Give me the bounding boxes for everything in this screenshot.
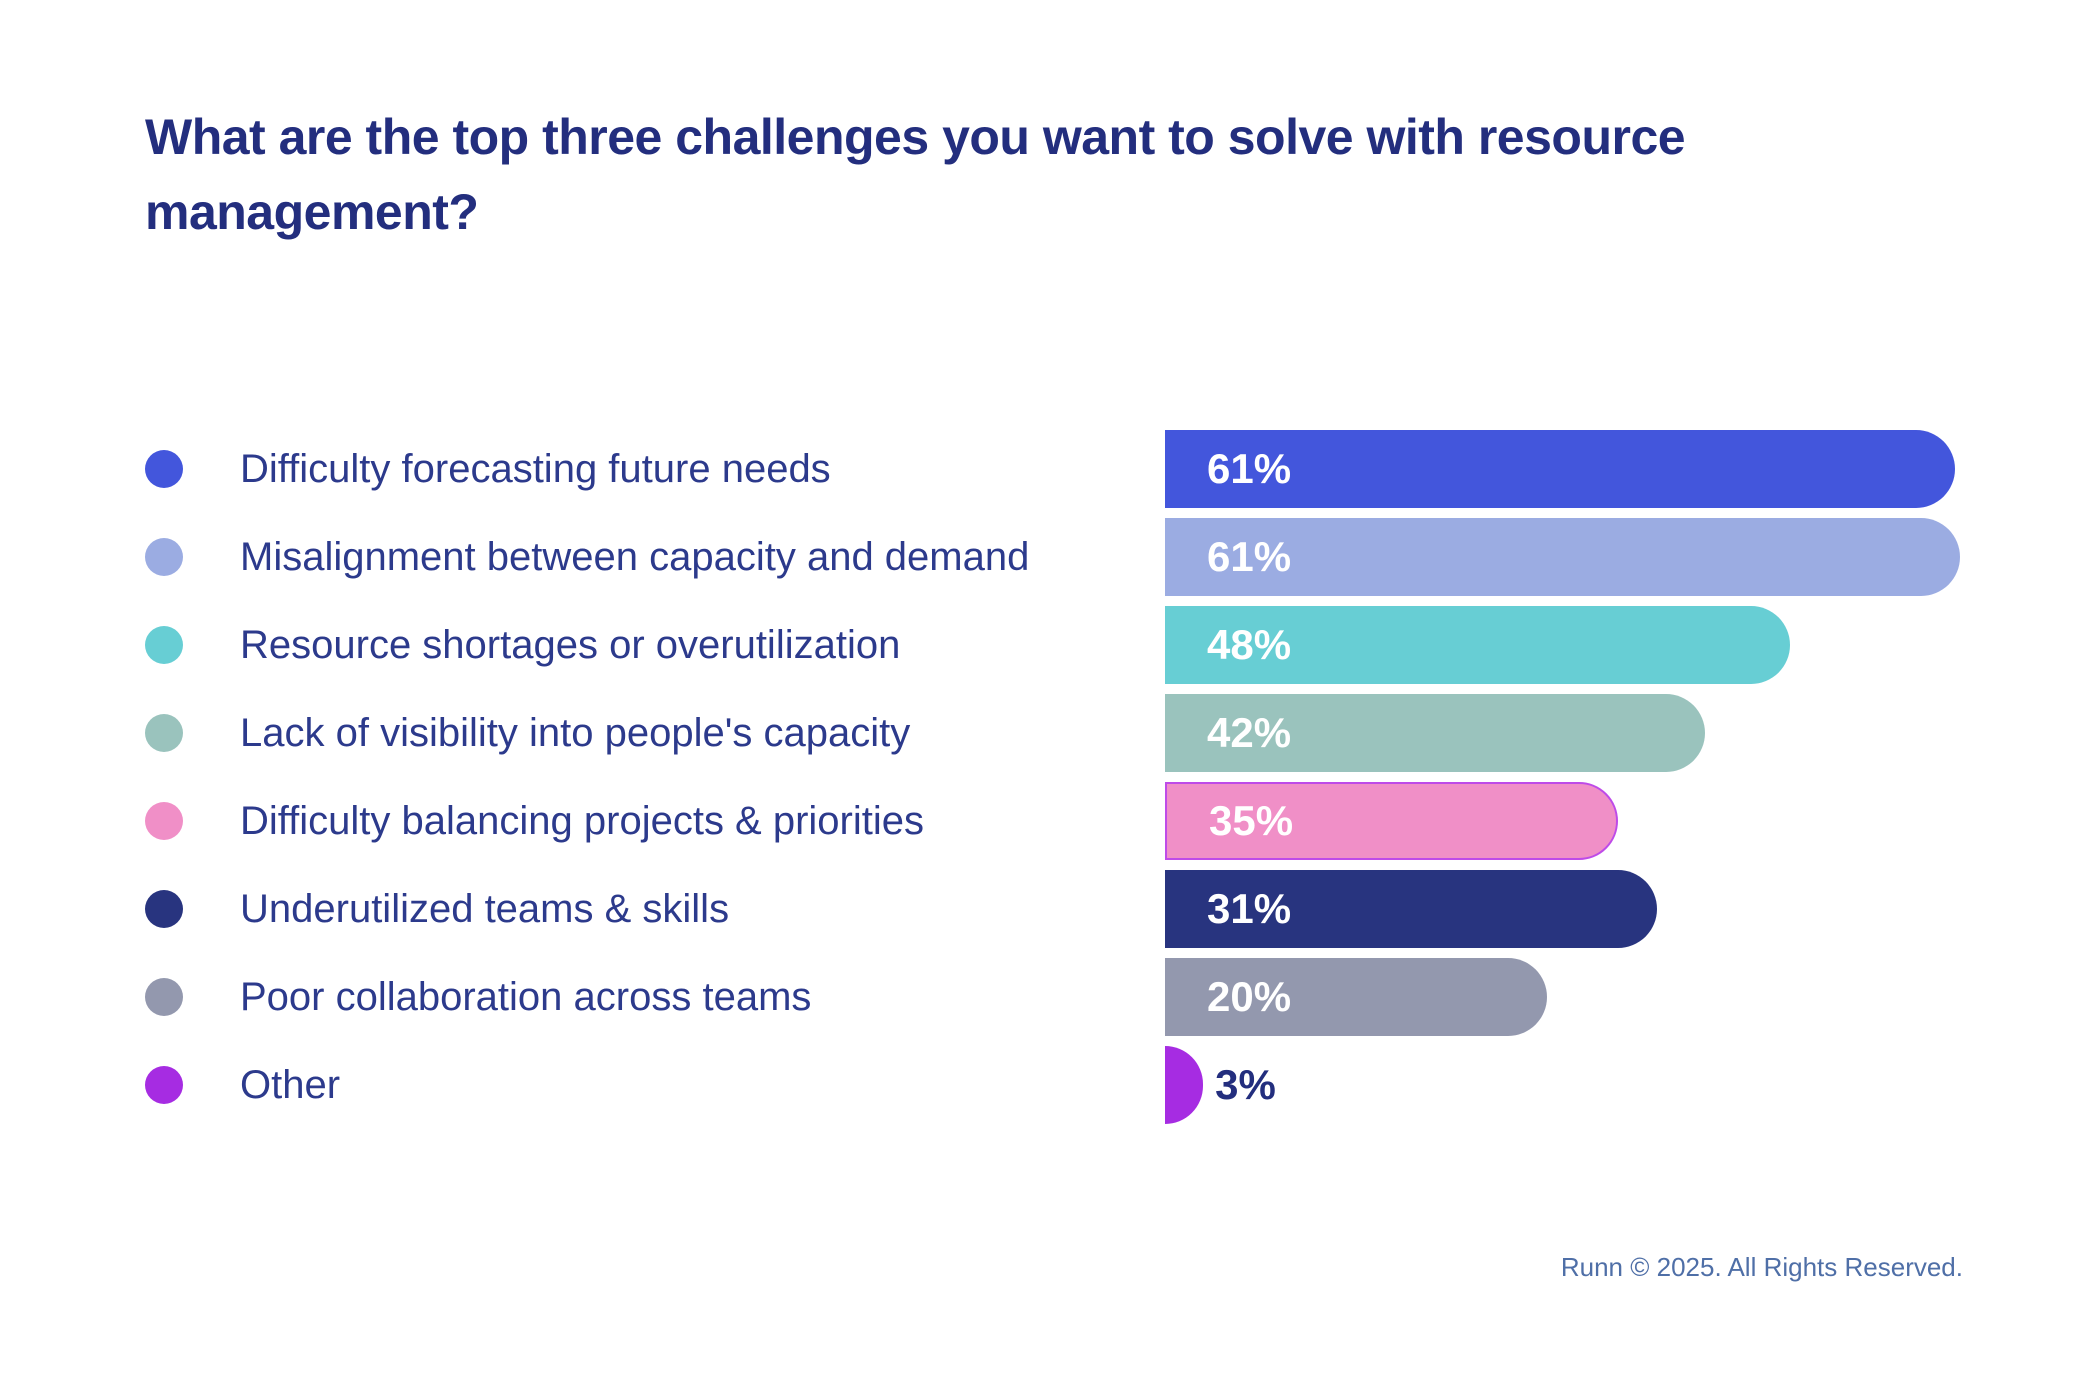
chart-row: Poor collaboration across teams 20% xyxy=(145,953,1960,1041)
chart-row: Other 3% xyxy=(145,1041,1960,1129)
legend-item: Poor collaboration across teams xyxy=(145,975,1165,1020)
bar-value-label: 35% xyxy=(1209,797,1294,844)
legend-dot-icon xyxy=(145,802,183,840)
footer-copyright: Runn © 2025. All Rights Reserved. xyxy=(1560,1252,1963,1282)
chart-row: Resource shortages or overutilization 48… xyxy=(145,601,1960,689)
chart-row: Difficulty balancing projects & prioriti… xyxy=(145,777,1960,865)
bar-value-label: 48% xyxy=(1207,621,1292,668)
bar-value-label: 61% xyxy=(1207,445,1292,492)
legend-item: Other xyxy=(145,1063,1165,1108)
bar-track: 3% xyxy=(1165,1046,1960,1124)
bar-value-label: 31% xyxy=(1207,885,1292,932)
legend-item: Difficulty forecasting future needs xyxy=(145,447,1165,492)
legend-dot-icon xyxy=(145,714,183,752)
bar: 48% xyxy=(1165,606,1790,684)
legend-label: Difficulty balancing projects & prioriti… xyxy=(240,798,925,843)
bar: 20% xyxy=(1165,958,1548,1036)
bar-track: 61% xyxy=(1165,430,1960,508)
bar-value-label: 20% xyxy=(1207,973,1292,1020)
legend-dot-icon xyxy=(145,978,183,1016)
legend-label: Difficulty forecasting future needs xyxy=(240,446,831,491)
legend-label: Resource shortages or overutilization xyxy=(240,622,901,667)
bar: 35% xyxy=(1165,782,1619,860)
bar-track: 20% xyxy=(1165,958,1960,1036)
chart-rows: Difficulty forecasting future needs 61% … xyxy=(145,425,1960,1129)
chart-row: Difficulty forecasting future needs 61% xyxy=(145,425,1960,513)
legend-dot-icon xyxy=(145,626,183,664)
bar-track: 42% xyxy=(1165,694,1960,772)
legend-label: Other xyxy=(240,1062,341,1107)
bar: 61% xyxy=(1165,518,1960,596)
legend-dot-icon xyxy=(145,450,183,488)
legend-dot-icon xyxy=(145,538,183,576)
bar-value-label: 42% xyxy=(1207,709,1292,756)
bar xyxy=(1165,1046,1204,1124)
legend-item: Lack of visibility into people's capacit… xyxy=(145,711,1165,756)
bar-value-label: 61% xyxy=(1207,533,1292,580)
legend-dot-icon xyxy=(145,890,183,928)
bar-track: 31% xyxy=(1165,870,1960,948)
legend-item: Difficulty balancing projects & prioriti… xyxy=(145,799,1165,844)
legend-item: Misalignment between capacity and demand xyxy=(145,535,1165,580)
legend-label: Poor collaboration across teams xyxy=(240,974,812,1019)
bar: 61% xyxy=(1165,430,1956,508)
chart-row: Misalignment between capacity and demand… xyxy=(145,513,1960,601)
bar-track: 48% xyxy=(1165,606,1960,684)
bar: 31% xyxy=(1165,870,1658,948)
bar: 42% xyxy=(1165,694,1705,772)
bar-track: 61% xyxy=(1165,518,1960,596)
chart-title: What are the top three challenges you wa… xyxy=(145,109,1686,240)
legend-label: Underutilized teams & skills xyxy=(240,886,730,931)
bar-value-label: 3% xyxy=(1215,1061,1276,1108)
legend-item: Underutilized teams & skills xyxy=(145,887,1165,932)
chart-row: Underutilized teams & skills 31% xyxy=(145,865,1960,953)
legend-label: Lack of visibility into people's capacit… xyxy=(240,710,911,755)
bar-track: 35% xyxy=(1165,782,1960,860)
legend-label: Misalignment between capacity and demand xyxy=(240,534,1030,579)
chart-row: Lack of visibility into people's capacit… xyxy=(145,689,1960,777)
legend-dot-icon xyxy=(145,1066,183,1104)
legend-item: Resource shortages or overutilization xyxy=(145,623,1165,668)
